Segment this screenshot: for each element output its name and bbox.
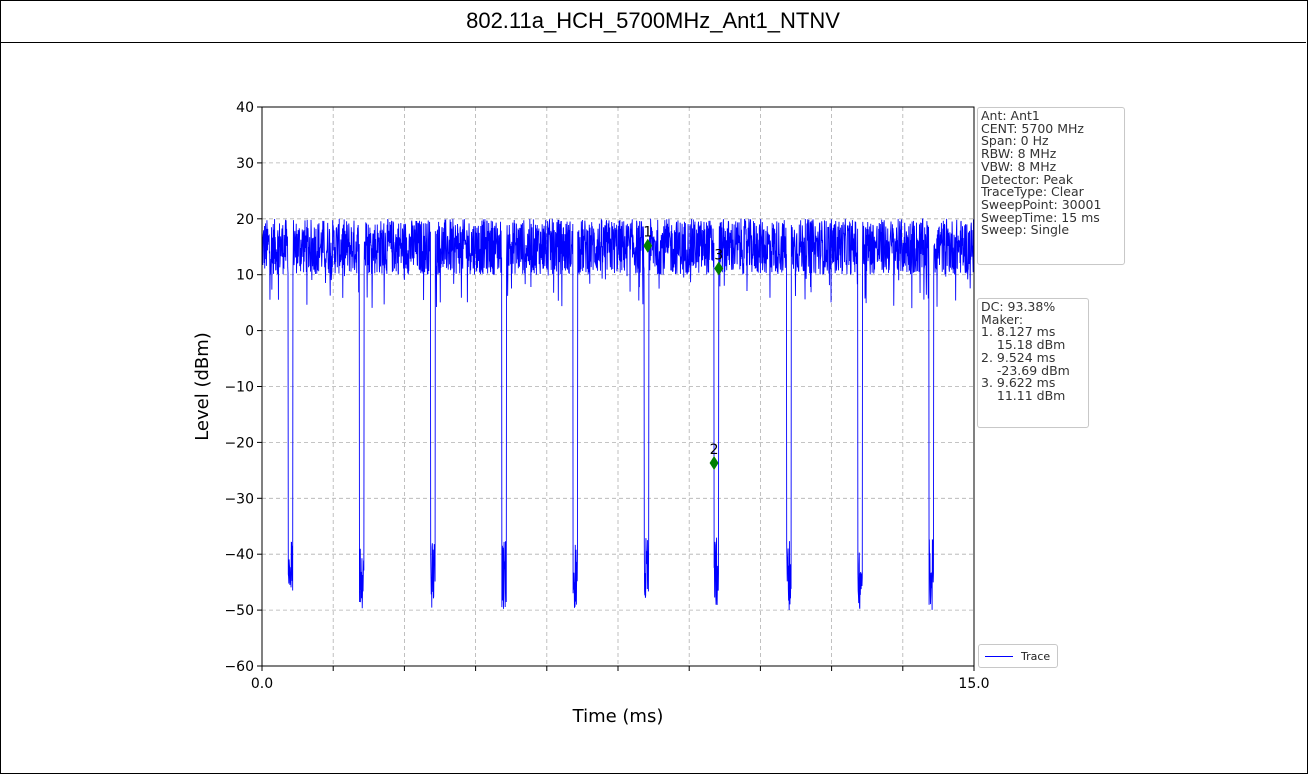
legend: Trace: [978, 644, 1058, 668]
legend-trace-swatch: [985, 655, 1013, 657]
y-tick-label: −40: [224, 547, 254, 563]
info-line: Sweep: Single: [981, 222, 1070, 238]
marker-label-2: 2: [710, 442, 719, 458]
y-tick-label: −20: [224, 435, 254, 451]
dc-info-line: DC: 93.38%: [981, 299, 1056, 314]
trace-line: [261, 218, 975, 611]
y-tick-label: 40: [236, 100, 254, 116]
y-tick-label: −60: [224, 659, 254, 675]
y-tick-label: −10: [224, 380, 254, 396]
chart-title: 802.11a_HCH_5700MHz_Ant1_NTNV: [0, 0, 1306, 43]
marker-3: [714, 261, 724, 276]
marker-label-1: 1: [643, 225, 652, 241]
dc-info-line: 3. 9.622 ms: [981, 375, 1056, 391]
info-line: CENT: 5700 MHz: [981, 120, 1084, 136]
y-axis-label: Level (dBm): [192, 332, 213, 441]
marker-2: [709, 456, 719, 471]
y-tick-label: 30: [236, 156, 254, 172]
y-tick-label: −30: [224, 491, 254, 507]
info-line: Span: 0 Hz: [981, 133, 1049, 149]
x-tick-label: 15.0: [958, 676, 989, 692]
info-line: Detector: Peak: [981, 171, 1074, 187]
legend-label: Trace: [1021, 649, 1051, 663]
info-line: TraceType: Clear: [981, 184, 1084, 200]
dc-info-line: -23.69 dBm: [981, 362, 1070, 378]
x-axis-label: Time (ms): [572, 706, 664, 727]
marker-label-3: 3: [714, 247, 723, 263]
info-line: SweepTime: 15 ms: [981, 209, 1100, 225]
marker-1: [643, 238, 653, 253]
x-tick-label: 0.0: [251, 676, 273, 692]
dc-info-line: 15.18 dBm: [981, 337, 1066, 353]
dc-info-line: 11.11 dBm: [981, 387, 1066, 403]
y-tick-label: −50: [224, 603, 254, 619]
info-line: VBW: 8 MHz: [981, 158, 1057, 174]
duty-cycle-marker-box: DC: 93.38% Maker: 1. 8.127 ms 15.18 dBm 2. …: [977, 298, 1089, 428]
dc-info-line: Maker:: [981, 311, 1024, 327]
y-tick-label: 10: [236, 268, 254, 284]
y-tick-label: 0: [245, 324, 254, 340]
dc-info-line: 2. 9.524 ms: [981, 349, 1056, 365]
info-line: SweepPoint: 30001: [981, 196, 1102, 212]
dc-info-line: 1. 8.127 ms: [981, 324, 1056, 340]
info-line: Ant: Ant1: [981, 108, 1040, 123]
y-tick-label: 20: [236, 212, 254, 228]
settings-info-box: Ant: Ant1 CENT: 5700 MHz Span: 0 Hz RBW: 8 …: [977, 107, 1125, 265]
info-line: RBW: 8 MHz: [981, 146, 1057, 162]
